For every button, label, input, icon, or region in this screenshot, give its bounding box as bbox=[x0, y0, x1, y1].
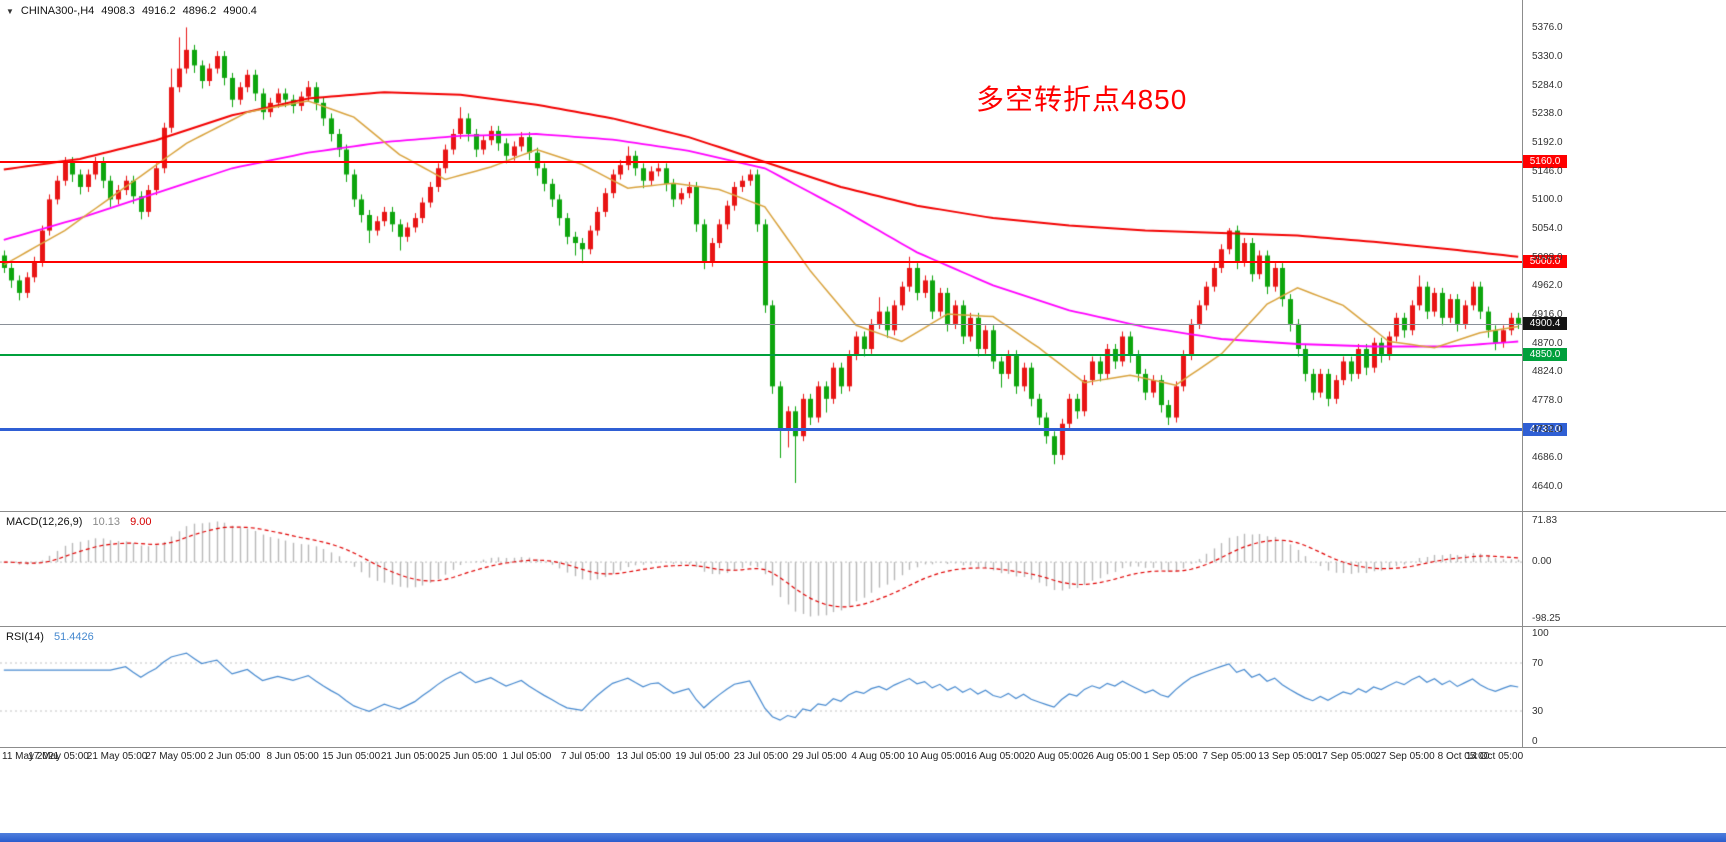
time-axis-label: 26 Aug 05:00 bbox=[1082, 751, 1142, 762]
price-axis-label: 5376.0 bbox=[1532, 22, 1563, 34]
time-axis-label: 13 Sep 05:00 bbox=[1258, 751, 1318, 762]
price-axis-separator bbox=[1522, 0, 1523, 747]
bottom-taskbar-strip[interactable] bbox=[0, 833, 1726, 842]
time-axis-label: 27 May 05:00 bbox=[145, 751, 206, 762]
time-axis[interactable]: 11 May 2021 17 May 05:00 21 May 05:00 27 Ma… bbox=[0, 747, 1726, 769]
time-axis-label: 10 Aug 05:00 bbox=[907, 751, 967, 762]
time-axis-label: 8 Oct 05:00 bbox=[1437, 751, 1490, 762]
price-axis-label: 5146.0 bbox=[1532, 165, 1563, 177]
price-axis-label: 5008.0 bbox=[1532, 251, 1563, 263]
current-price-tag: 4900.4 bbox=[1523, 316, 1567, 330]
chart-annotation-text: 多空转折点4850 bbox=[976, 84, 1188, 115]
price-axis-label: 5238.0 bbox=[1532, 108, 1563, 120]
price-axis-label: 5100.0 bbox=[1532, 194, 1563, 206]
rsi-axis-label: 0 bbox=[1532, 736, 1538, 747]
rsi-axis-label: 30 bbox=[1532, 706, 1544, 717]
time-axis-label: 2 Jun 05:00 bbox=[208, 751, 261, 762]
rsi-value: 51.4426 bbox=[53, 631, 94, 643]
price-level-tag: 5000.0 bbox=[1523, 254, 1567, 268]
rsi-axis-label: 100 bbox=[1532, 628, 1549, 639]
price-axis-label: 4916.0 bbox=[1532, 309, 1563, 321]
ohlc-close: 4900.4 bbox=[223, 5, 257, 17]
panel-separator-timeaxis bbox=[0, 747, 1726, 748]
rsi-axis-label: 70 bbox=[1532, 658, 1544, 669]
macd-signal-value: 9.00 bbox=[130, 516, 152, 528]
ohlc-open: 4908.3 bbox=[101, 5, 135, 17]
price-axis-label: 5192.0 bbox=[1532, 137, 1563, 149]
price-level-tag: 4730.0 bbox=[1523, 422, 1567, 436]
time-axis-label: 4 Aug 05:00 bbox=[851, 751, 905, 762]
price-axis-label: 4778.0 bbox=[1532, 395, 1563, 407]
time-axis-label: 16 Aug 05:00 bbox=[965, 751, 1025, 762]
time-axis-label: 19 Jul 05:00 bbox=[675, 751, 730, 762]
time-axis-label: 7 Jul 05:00 bbox=[560, 751, 610, 762]
rsi-header: RSI(14) 51.4426 bbox=[6, 631, 94, 643]
symbol-dropdown-icon[interactable]: ▼ bbox=[6, 6, 14, 16]
price-axis-label: 4824.0 bbox=[1532, 366, 1563, 378]
macd-axis-label: 0.00 bbox=[1532, 556, 1552, 568]
time-axis-label: 17 May 05:00 bbox=[28, 751, 89, 762]
ohlc-high: 4916.2 bbox=[141, 5, 176, 17]
time-axis-label: 17 Sep 05:00 bbox=[1316, 751, 1377, 762]
time-axis-label: 23 Jul 05:00 bbox=[733, 751, 789, 762]
price-axis-label: 4732.0 bbox=[1532, 423, 1563, 435]
rsi-indicator-canvas[interactable] bbox=[0, 627, 1522, 747]
price-axis-label: 5284.0 bbox=[1532, 79, 1563, 91]
panel-separator-macd[interactable] bbox=[0, 511, 1726, 512]
time-axis-label: 29 Jul 05:00 bbox=[792, 751, 847, 762]
time-axis-label: 14 Oct 05:00 bbox=[1465, 751, 1524, 762]
time-axis-label: 7 Sep 05:00 bbox=[1202, 751, 1257, 762]
symbol-header: ▼ CHINA300-,H4 4908.3 4916.2 4896.2 4900… bbox=[6, 5, 257, 17]
time-axis-label: 1 Sep 05:00 bbox=[1143, 751, 1198, 762]
time-axis-label: 15 Jun 05:00 bbox=[322, 751, 381, 762]
time-axis-label: 21 Jun 05:00 bbox=[380, 751, 439, 762]
macd-main-value: 10.13 bbox=[92, 516, 121, 528]
macd-axis-label: 71.83 bbox=[1532, 515, 1558, 526]
time-axis-label: 21 May 05:00 bbox=[86, 751, 148, 762]
macd-header: MACD(12,26,9) 10.13 9.00 bbox=[6, 516, 152, 528]
price-axis-label: 4870.0 bbox=[1532, 337, 1563, 349]
ohlc-low: 4896.2 bbox=[182, 5, 217, 17]
time-axis-label: 27 Sep 05:00 bbox=[1375, 751, 1435, 762]
price-level-tag: 4850.0 bbox=[1523, 348, 1567, 362]
price-axis-label: 4640.0 bbox=[1532, 481, 1563, 493]
symbol-title: CHINA300-,H4 bbox=[20, 5, 95, 17]
time-axis-label: 1 Jul 05:00 bbox=[502, 751, 552, 762]
time-axis-label: 11 May 2021 bbox=[2, 751, 60, 762]
rsi-label: RSI(14) bbox=[6, 631, 44, 643]
macd-axis-label: -98.25 bbox=[1532, 613, 1561, 624]
price-axis-label: 4686.0 bbox=[1532, 452, 1563, 464]
time-axis-label: 20 Aug 05:00 bbox=[1024, 751, 1084, 762]
panel-separator-rsi[interactable] bbox=[0, 626, 1726, 627]
time-axis-label: 8 Jun 05:00 bbox=[266, 751, 319, 762]
price-chart-canvas[interactable] bbox=[0, 0, 1522, 511]
price-axis-label: 5054.0 bbox=[1532, 223, 1563, 235]
time-axis-label: 13 Jul 05:00 bbox=[616, 751, 672, 762]
price-axis-label: 5330.0 bbox=[1532, 51, 1563, 63]
macd-label: MACD(12,26,9) bbox=[6, 516, 83, 528]
time-axis-label: 25 Jun 05:00 bbox=[439, 751, 498, 762]
macd-indicator-canvas[interactable] bbox=[0, 512, 1522, 626]
price-axis-label: 4962.0 bbox=[1532, 280, 1563, 292]
price-level-tag: 5160.0 bbox=[1523, 155, 1567, 169]
